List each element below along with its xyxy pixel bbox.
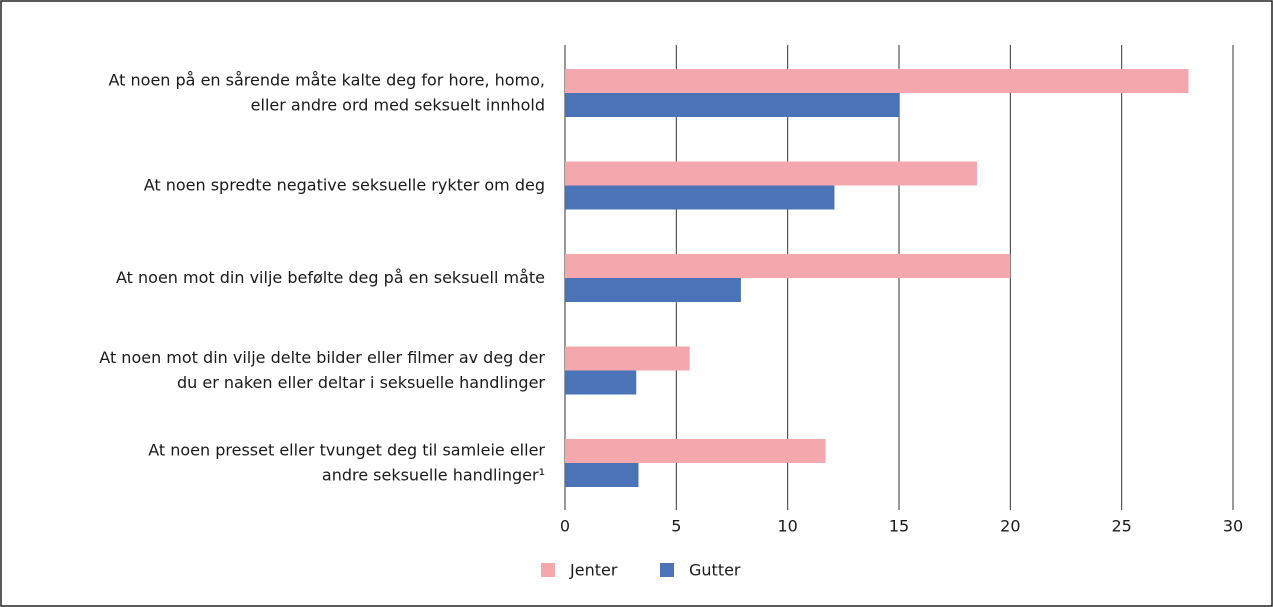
- category-label: At noen mot din vilje delte bilder eller…: [99, 348, 545, 392]
- x-tick-label: 25: [1111, 517, 1131, 536]
- bar: [565, 439, 826, 463]
- x-tick-label: 15: [889, 517, 909, 536]
- x-tick-label: 5: [671, 517, 681, 536]
- bar: [565, 185, 835, 210]
- bar: [565, 161, 977, 186]
- bar: [565, 278, 741, 302]
- x-tick-label: 30: [1223, 517, 1243, 536]
- bar: [565, 69, 1189, 93]
- bar: [565, 93, 899, 117]
- bar: [565, 346, 690, 371]
- x-tick-label: 20: [1000, 517, 1020, 536]
- category-label: At noen på en sårende måte kalte deg for…: [109, 70, 546, 114]
- category-label-line: du er naken eller deltar i seksuelle han…: [177, 373, 545, 392]
- category-label-line: At noen mot din vilje delte bilder eller…: [99, 348, 545, 367]
- category-label-line: At noen på en sårende måte kalte deg for…: [109, 70, 546, 89]
- category-label-line: andre seksuelle handlinger¹: [322, 465, 545, 484]
- x-tick-label: 10: [777, 517, 797, 536]
- bar: [565, 463, 639, 487]
- legend-swatch: [660, 563, 674, 577]
- legend-label: Jenter: [569, 561, 618, 580]
- x-tick-label: 0: [560, 517, 570, 536]
- bar: [565, 370, 637, 395]
- category-label: At noen mot din vilje befølte deg på en …: [116, 268, 545, 287]
- category-label-line: eller andre ord med seksuelt innhold: [251, 95, 545, 114]
- category-label-line: At noen spredte negative seksuelle rykte…: [144, 175, 545, 194]
- legend-swatch: [541, 563, 555, 577]
- category-label: At noen presset eller tvunget deg til sa…: [148, 440, 545, 484]
- category-label: At noen spredte negative seksuelle rykte…: [144, 175, 545, 194]
- legend-label: Gutter: [689, 561, 741, 580]
- category-label-line: At noen presset eller tvunget deg til sa…: [148, 440, 545, 459]
- bar: [565, 254, 1011, 278]
- category-label-line: At noen mot din vilje befølte deg på en …: [116, 268, 545, 287]
